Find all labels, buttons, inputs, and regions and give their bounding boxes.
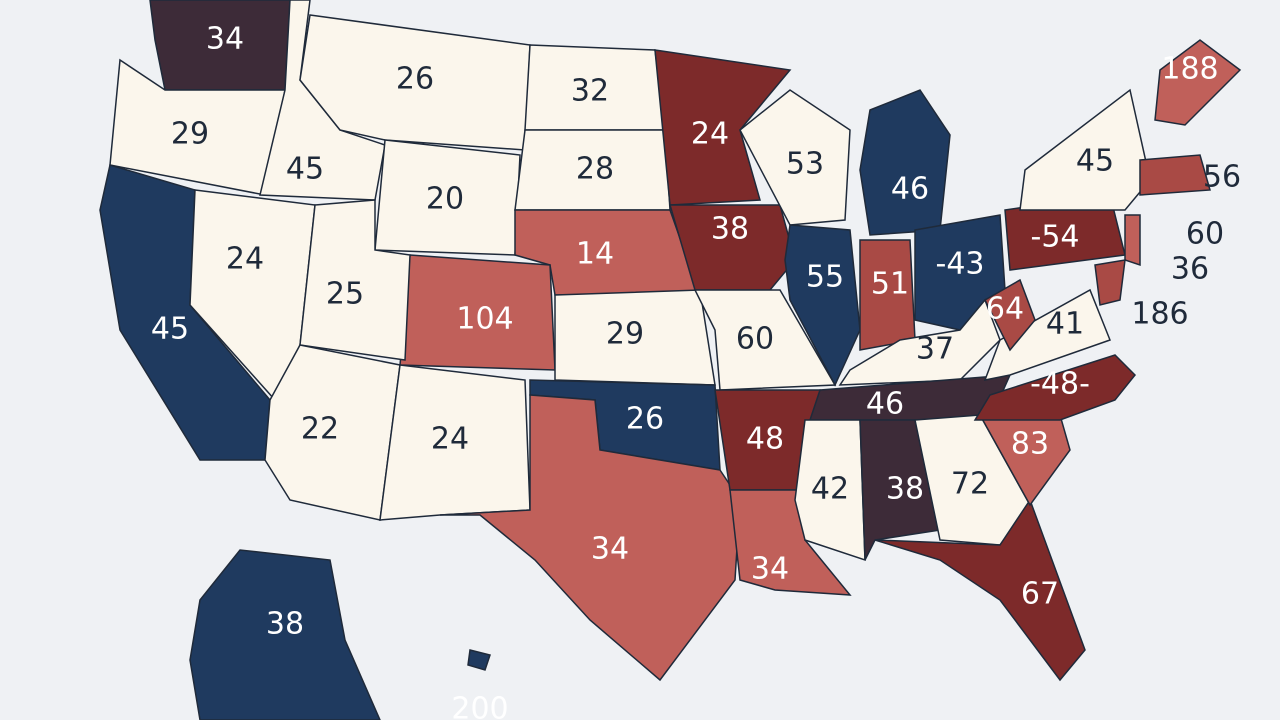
state [794, 419, 866, 562]
state [1094, 259, 1126, 306]
state [838, 298, 1001, 386]
state-label: 29 [606, 317, 644, 352]
state-label: 83 [1011, 427, 1049, 462]
state-label: 51 [871, 267, 909, 302]
state-label: 46 [866, 387, 904, 422]
state-label: 28 [576, 152, 614, 187]
state-label: 45 [1076, 144, 1114, 179]
state-label: 67 [1021, 577, 1059, 612]
state [973, 354, 1137, 421]
state-label: 34 [751, 552, 789, 587]
state-label: 37 [916, 332, 954, 367]
state-label: 38 [886, 472, 924, 507]
state-label: 200 [451, 692, 508, 720]
state [1154, 39, 1242, 126]
state [859, 89, 951, 236]
state [983, 288, 1111, 382]
state-label: 38 [266, 607, 304, 642]
state-label: -43 [936, 247, 985, 282]
state-label: 26 [396, 62, 434, 97]
state-label: 45 [151, 312, 189, 347]
state-label: 48 [746, 422, 784, 457]
state-label: 104 [456, 302, 513, 337]
state [189, 549, 381, 720]
state-label: 36 [1171, 252, 1209, 287]
state-label: 46 [891, 172, 929, 207]
state-label: 25 [326, 277, 364, 312]
state [668, 204, 796, 291]
state-label: 20 [426, 182, 464, 217]
state [739, 89, 851, 226]
state [467, 649, 491, 671]
state-label: -48- [1030, 367, 1090, 402]
state-label: 34 [206, 22, 244, 57]
state-label: 56 [1203, 160, 1241, 195]
state [784, 224, 861, 387]
state-label: 42 [811, 472, 849, 507]
state [874, 498, 1086, 682]
state-label: 26 [626, 402, 664, 437]
state-label: 29 [171, 117, 209, 152]
state [654, 49, 792, 206]
state-label: 41 [1046, 307, 1084, 342]
state-label: -54 [1031, 220, 1080, 255]
state-label: 32 [571, 74, 609, 109]
state-label: 24 [431, 422, 469, 457]
state [439, 394, 741, 682]
state-label: 14 [576, 237, 614, 272]
state-label: 60 [736, 322, 774, 357]
state-label: 72 [951, 467, 989, 502]
state-label: 24 [226, 242, 264, 277]
state-label: 188 [1161, 52, 1218, 87]
state [984, 278, 1036, 352]
state-label: 22 [301, 412, 339, 447]
state-label: 55 [806, 260, 844, 295]
state-label: 60 [1186, 217, 1224, 252]
state [1124, 214, 1141, 267]
state-label: 64 [986, 292, 1024, 327]
state-label: 38 [711, 212, 749, 247]
state-label: 53 [786, 147, 824, 182]
state [1139, 154, 1211, 196]
state-label: 24 [691, 117, 729, 152]
state-label: 45 [286, 152, 324, 187]
state-label: 186 [1131, 297, 1188, 332]
state [859, 419, 941, 561]
state [1019, 88, 1151, 211]
state-label: 34 [591, 532, 629, 567]
state [693, 289, 837, 391]
